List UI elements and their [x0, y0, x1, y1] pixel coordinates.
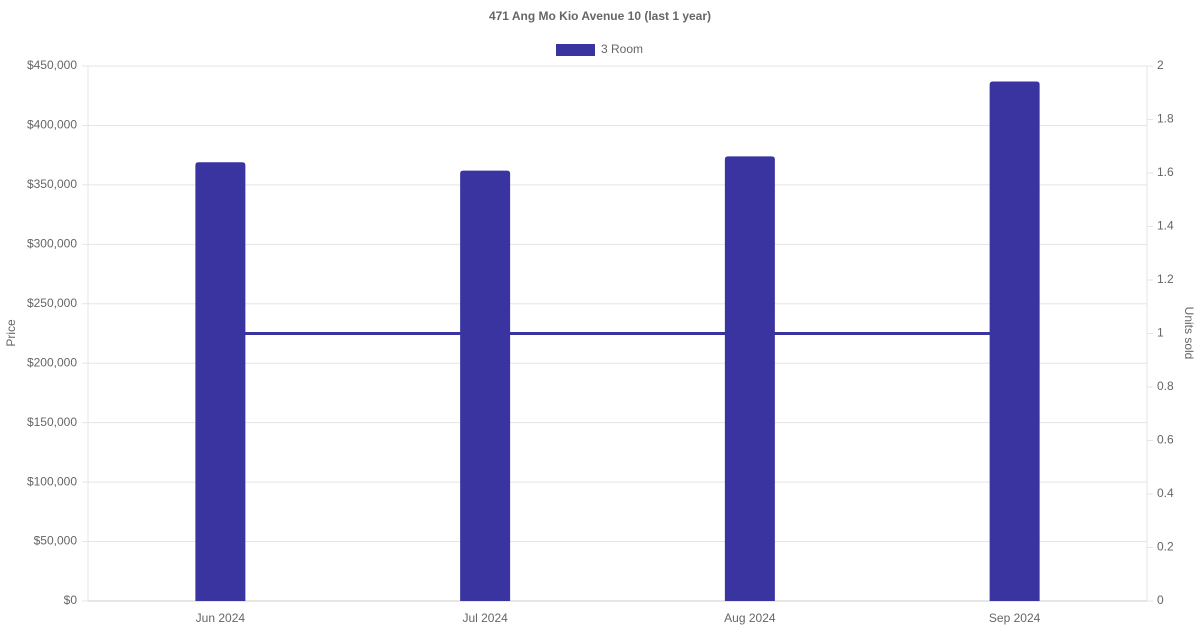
y2-tick-label: 0 [1157, 593, 1164, 607]
bar [724, 156, 775, 601]
y-tick-label: $0 [64, 593, 78, 607]
y2-tick-label: 2 [1157, 58, 1164, 72]
y-tick-label: $150,000 [27, 415, 77, 429]
legend-swatch [556, 44, 595, 56]
y-tick-label: $350,000 [27, 177, 77, 191]
y2-tick-label: 0.6 [1157, 433, 1174, 447]
bar [989, 81, 1040, 601]
y2-tick-label: 1.6 [1157, 165, 1174, 179]
chart-title: 471 Ang Mo Kio Avenue 10 (last 1 year) [489, 9, 711, 23]
y2-tick-label: 0.8 [1157, 379, 1174, 393]
legend-label: 3 Room [601, 42, 643, 56]
x-tick-label: Jul 2024 [462, 611, 508, 625]
y-tick-label: $300,000 [27, 237, 77, 251]
y2-tick-label: 1.4 [1157, 219, 1174, 233]
y-axis-title: Price [4, 319, 18, 347]
bar [460, 170, 511, 601]
y2-axis-title: Units sold [1182, 307, 1196, 360]
y-tick-label: $450,000 [27, 58, 77, 72]
y-tick-label: $400,000 [27, 118, 77, 132]
y2-tick-label: 0.4 [1157, 486, 1174, 500]
y-tick-label: $50,000 [34, 534, 78, 548]
y2-tick-label: 1 [1157, 326, 1164, 340]
bar [195, 162, 246, 602]
y2-tick-label: 1.2 [1157, 272, 1174, 286]
y-tick-label: $100,000 [27, 474, 77, 488]
y2-tick-label: 1.8 [1157, 112, 1174, 126]
x-tick-label: Sep 2024 [989, 611, 1041, 625]
y-tick-label: $250,000 [27, 296, 77, 310]
y-tick-label: $200,000 [27, 355, 77, 369]
y2-tick-label: 0.2 [1157, 540, 1174, 554]
x-tick-label: Jun 2024 [196, 611, 246, 625]
x-tick-label: Aug 2024 [724, 611, 776, 625]
